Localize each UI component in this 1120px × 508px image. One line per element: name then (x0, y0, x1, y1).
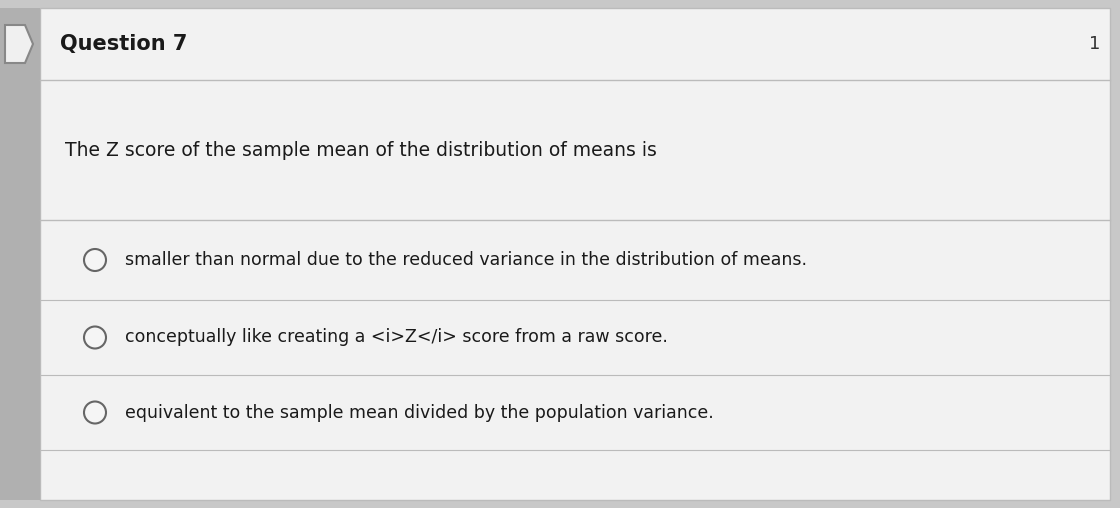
Circle shape (84, 401, 106, 424)
Circle shape (84, 249, 106, 271)
Text: The Z score of the sample mean of the distribution of means is: The Z score of the sample mean of the di… (65, 141, 656, 160)
Text: Question 7: Question 7 (60, 34, 187, 54)
Text: smaller than normal due to the reduced variance in the distribution of means.: smaller than normal due to the reduced v… (125, 251, 808, 269)
Polygon shape (4, 25, 32, 63)
Circle shape (84, 327, 106, 348)
Text: conceptually like creating a <i>Z</i> score from a raw score.: conceptually like creating a <i>Z</i> sc… (125, 329, 668, 346)
Bar (0, 8, 40, 500)
Text: 1: 1 (1089, 35, 1100, 53)
Text: equivalent to the sample mean divided by the population variance.: equivalent to the sample mean divided by… (125, 403, 713, 422)
